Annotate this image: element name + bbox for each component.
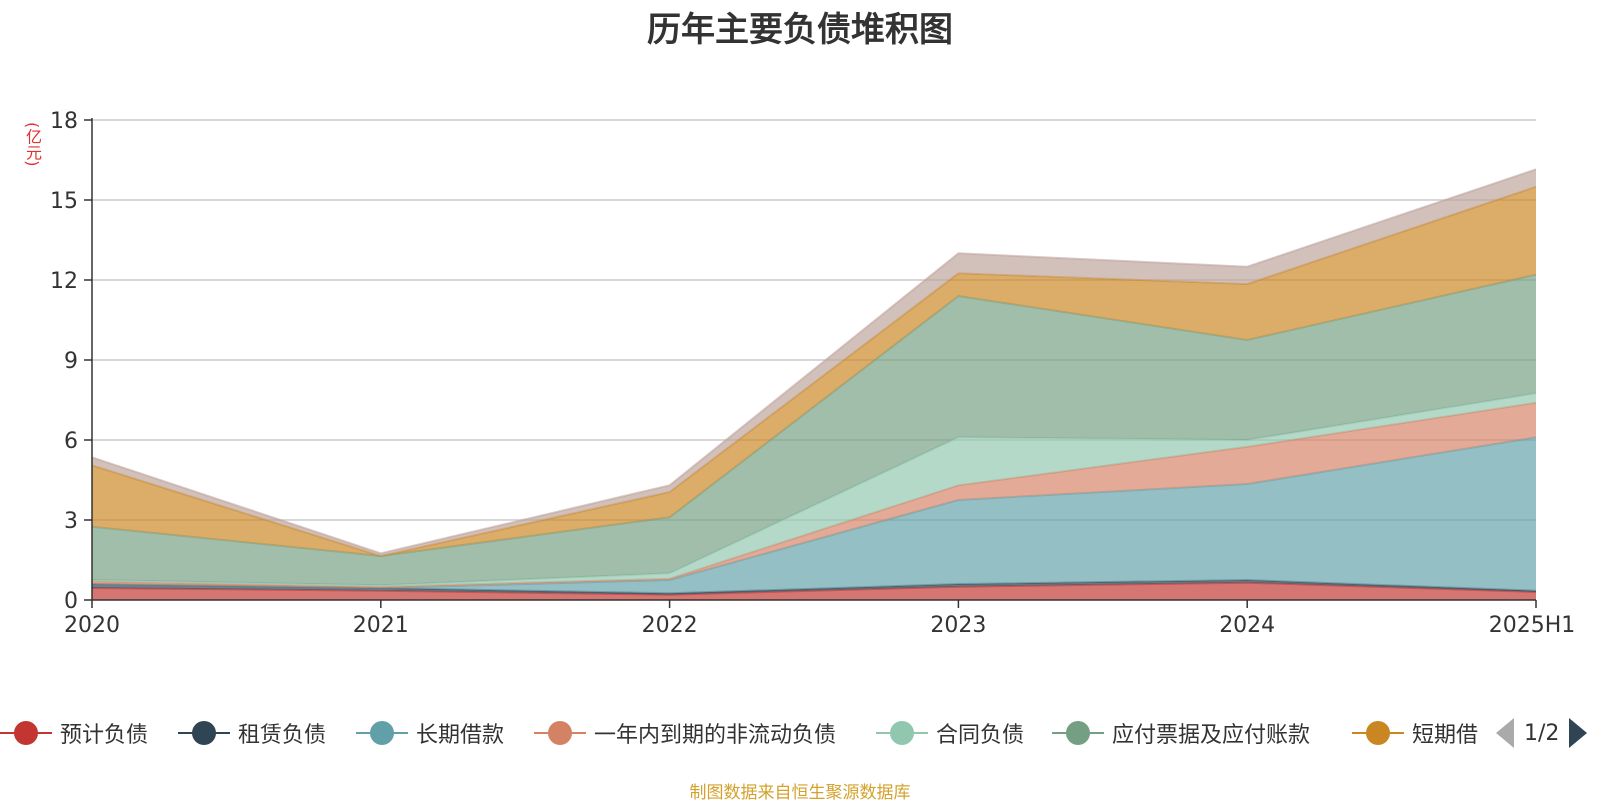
- legend-page-indicator: 1/2: [1524, 720, 1560, 746]
- stacked-area-chart: 0 3 6 9 12 15 18 2020 2021 2022 2023 2024 2025H1: [50, 109, 1575, 638]
- y-tick-label: 9: [64, 349, 78, 374]
- legend-item[interactable]: 应付票据及应付账款: [1052, 716, 1310, 750]
- legend-label: 短期借: [1412, 723, 1479, 748]
- legend-item[interactable]: 合同负债: [876, 716, 1024, 750]
- triangle-right-icon[interactable]: [1569, 718, 1588, 748]
- legend-marker-icon: [1352, 718, 1404, 748]
- x-tick-label: 2021: [353, 613, 409, 638]
- x-tick-label: 2024: [1219, 613, 1275, 638]
- chart-title: 历年主要负债堆积图: [647, 10, 953, 50]
- legend-marker-icon: [356, 718, 408, 748]
- area-series-2: [92, 580, 1536, 595]
- legend-label: 合同负债: [936, 723, 1025, 748]
- area-series-8: [92, 169, 1536, 557]
- legend-item[interactable]: 长期借款: [356, 716, 504, 750]
- y-axis-unit-label: (亿元): [23, 122, 42, 167]
- legend-item[interactable]: 一年内到期的非流动负债: [534, 716, 836, 750]
- y-tick-label: 3: [64, 509, 78, 534]
- area-series-3: [92, 437, 1536, 594]
- y-tick-label: 0: [64, 589, 78, 614]
- legend-label: 长期借款: [416, 723, 505, 748]
- triangle-left-icon[interactable]: [1496, 718, 1514, 748]
- area-series-5: [92, 393, 1536, 587]
- y-tick-label: 6: [64, 429, 78, 454]
- series-line-8: [91, 168, 1537, 555]
- axes: 0 3 6 9 12 15 18 2020 2021 2022 2023 2024 2025H1: [50, 109, 1575, 638]
- legend-marker-icon: [1052, 718, 1104, 748]
- legend-marker-icon: [534, 718, 586, 748]
- legend-marker-icon: [876, 718, 928, 748]
- x-tick-label: 2023: [930, 613, 986, 638]
- legend-marker-icon: [0, 718, 52, 748]
- legend-label: 应付票据及应付账款: [1112, 723, 1311, 748]
- area-series-group: [91, 168, 1537, 600]
- area-series-7: [92, 186, 1536, 556]
- legend-pager: 1/2: [1496, 716, 1588, 750]
- legend-label: 一年内到期的非流动负债: [594, 723, 837, 748]
- legend-item[interactable]: 短期借: [1352, 716, 1478, 750]
- x-tick-label: 2020: [64, 613, 120, 638]
- y-tick-label: 18: [50, 109, 78, 134]
- area-series-6: [92, 274, 1536, 586]
- legend-item[interactable]: 租赁负债: [178, 716, 326, 750]
- legend-item[interactable]: 预计负债: [0, 716, 148, 750]
- source-note: 制图数据来自恒生聚源数据库: [689, 783, 911, 803]
- y-tick-label: 15: [50, 189, 78, 214]
- x-tick-label: 2022: [642, 613, 698, 638]
- y-tick-label: 12: [50, 269, 78, 294]
- legend: 预计负债 租赁负债 长期借款 一年内到期的非流动负债 合同负债 应付票据及应付账款 短期借: [0, 716, 1600, 750]
- legend-marker-icon: [178, 718, 230, 748]
- legend-label: 租赁负债: [238, 723, 327, 748]
- x-tick-label: 2025H1: [1489, 613, 1576, 638]
- legend-label: 预计负债: [60, 723, 149, 748]
